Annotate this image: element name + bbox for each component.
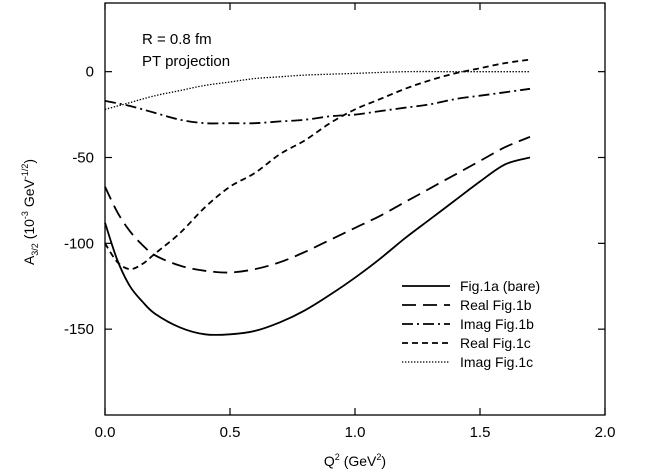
y-tick-label: -100 bbox=[64, 235, 94, 252]
annotation-radius: R = 0.8 fm bbox=[142, 31, 212, 48]
axis-ticks: 0.0 0.5 1.0 1.5 2.0 -150 -100 -50 0 bbox=[64, 3, 615, 441]
x-axis-title: Q2 (GeV2) bbox=[324, 452, 386, 469]
y-axis-title-mid: GeV bbox=[21, 178, 37, 211]
legend-label: Imag Fig.1b bbox=[460, 316, 534, 332]
legend-label: Real Fig.1b bbox=[460, 297, 532, 313]
y-axis-title-sup: -3 bbox=[20, 211, 30, 219]
y-tick-label: 0 bbox=[86, 64, 94, 81]
x-tick-label: 0.5 bbox=[220, 424, 241, 441]
legend: Fig.1a (bare) Real Fig.1b Imag Fig.1b Real … bbox=[402, 278, 540, 370]
series-line-3 bbox=[104, 87, 531, 125]
x-axis-title-sup2: 2 bbox=[376, 452, 381, 462]
legend-label: Fig.1a (bare) bbox=[460, 278, 540, 294]
x-tick-label: 1.0 bbox=[345, 424, 366, 441]
series-line-1 bbox=[104, 156, 531, 336]
legend-label: Real Fig.1c bbox=[460, 335, 531, 351]
y-axis-title-sub: 3/2 bbox=[30, 243, 40, 256]
series-lines bbox=[104, 58, 531, 336]
series-line-4 bbox=[104, 58, 531, 271]
y-axis-title-end: ) bbox=[21, 159, 37, 164]
x-axis-title-main: Q bbox=[324, 453, 335, 469]
series-line-2 bbox=[104, 136, 531, 274]
y-tick-label: -150 bbox=[64, 321, 94, 338]
y-axis-title-main: A bbox=[21, 255, 37, 265]
x-axis-title-sup: 2 bbox=[335, 452, 340, 462]
x-tick-label: 2.0 bbox=[595, 424, 616, 441]
x-axis-title-end: ) bbox=[381, 453, 386, 469]
y-tick-label: -50 bbox=[72, 150, 94, 167]
y-axis-title-sup2: -1/2 bbox=[20, 164, 30, 180]
y-axis-title: A3/2 (10-3 GeV-1/2) bbox=[20, 159, 40, 265]
annotation-projection: PT projection bbox=[142, 53, 230, 70]
legend-label: Imag Fig.1c bbox=[460, 354, 533, 370]
series-line-5 bbox=[104, 70, 530, 111]
x-tick-label: 0.0 bbox=[95, 424, 116, 441]
y-axis-title-rest: (10 bbox=[21, 219, 37, 243]
x-tick-label: 1.5 bbox=[470, 424, 491, 441]
x-axis-title-rest: (GeV bbox=[340, 453, 377, 469]
